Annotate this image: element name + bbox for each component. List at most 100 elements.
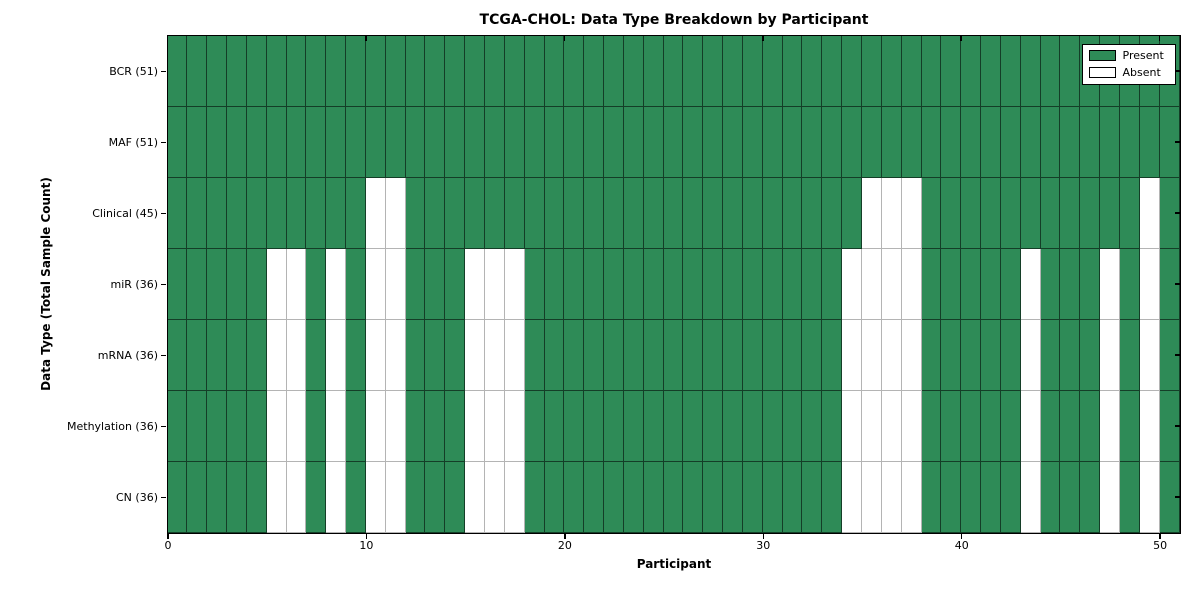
heatmap-cell [1080, 177, 1101, 249]
heatmap-cell [524, 177, 545, 249]
heatmap-cell [862, 390, 882, 462]
heatmap-cell [1040, 35, 1061, 107]
heatmap-cell [663, 248, 684, 320]
heatmap-cell [465, 177, 485, 249]
heatmap-cell [346, 390, 366, 462]
heatmap-cell [306, 390, 327, 462]
heatmap-cell [1139, 177, 1160, 249]
heatmap-cell [306, 319, 327, 391]
heatmap-cell [842, 390, 862, 462]
heatmap-cell [762, 461, 783, 533]
heatmap-cell [1139, 106, 1160, 178]
heatmap-cell [842, 319, 862, 391]
y-tick-label: mRNA (36) [97, 348, 158, 362]
heatmap-cell [921, 390, 942, 462]
heatmap-cell [524, 461, 545, 533]
heatmap-cell [981, 461, 1001, 533]
heatmap-cell [663, 390, 684, 462]
y-tick-mark-right [1174, 354, 1180, 356]
heatmap-cell [524, 106, 545, 178]
y-tick-mark [161, 283, 166, 286]
heatmap-cell [544, 248, 565, 320]
heatmap-cell [465, 35, 485, 107]
heatmap-cell [1100, 319, 1120, 391]
heatmap-cell [564, 461, 585, 533]
y-tick-mark [161, 212, 166, 215]
heatmap-cell [584, 319, 605, 391]
heatmap-cell [604, 390, 624, 462]
heatmap-cell [623, 248, 644, 320]
heatmap-cell [842, 461, 862, 533]
heatmap-cell [881, 177, 902, 249]
heatmap-cell [623, 319, 644, 391]
x-tick-label: 50 [1153, 539, 1168, 552]
y-tick-mark-right [1174, 283, 1180, 285]
heatmap-cell [564, 319, 585, 391]
y-tick-mark [161, 425, 166, 428]
heatmap-cell [981, 177, 1001, 249]
heatmap-cell [604, 35, 624, 107]
heatmap-cell [901, 106, 922, 178]
heatmap-cell [683, 106, 704, 178]
heatmap-cell [425, 248, 446, 320]
heatmap-cell [167, 390, 188, 462]
heatmap-cell [246, 319, 267, 391]
heatmap-cell [286, 390, 307, 462]
heatmap-cell [405, 106, 426, 178]
heatmap-cell [465, 248, 485, 320]
heatmap-cell [167, 319, 188, 391]
heatmap-cell [405, 390, 426, 462]
heatmap-cell [187, 390, 208, 462]
heatmap-cell [881, 319, 902, 391]
heatmap-cell [901, 248, 922, 320]
y-tick-mark-right [1174, 425, 1180, 427]
heatmap-cell [504, 106, 525, 178]
heatmap-cell [365, 177, 386, 249]
heatmap-cell [445, 390, 466, 462]
heatmap-cell [286, 248, 307, 320]
y-tick-label: Clinical (45) [92, 206, 158, 220]
heatmap-cell [782, 177, 803, 249]
heatmap-cell [286, 177, 307, 249]
heatmap-cell [365, 106, 386, 178]
heatmap-cell [822, 177, 843, 249]
chart-title: TCGA-CHOL: Data Type Breakdown by Partic… [479, 12, 869, 28]
heatmap-cell [524, 248, 545, 320]
heatmap-cell [1100, 461, 1120, 533]
y-tick-mark [161, 141, 166, 144]
heatmap-cell [484, 461, 505, 533]
heatmap-cell [703, 35, 724, 107]
x-tick-mark [365, 534, 368, 539]
heatmap-cell [365, 319, 386, 391]
heatmap-cell [961, 177, 982, 249]
heatmap-cell [484, 248, 505, 320]
heatmap-cell [326, 248, 347, 320]
heatmap-cell [326, 461, 347, 533]
heatmap-cell [604, 248, 624, 320]
heatmap-cell [405, 248, 426, 320]
heatmap-cell [822, 319, 843, 391]
heatmap-cell [1000, 390, 1021, 462]
heatmap-cell [782, 106, 803, 178]
heatmap-cell [266, 177, 287, 249]
x-tick-mark-top [563, 35, 566, 41]
heatmap-cell [207, 35, 228, 107]
heatmap-cell [425, 35, 446, 107]
heatmap-cell [1100, 248, 1120, 320]
heatmap-cell [961, 35, 982, 107]
heatmap-cell [405, 461, 426, 533]
legend-present-label: Present [1122, 48, 1164, 62]
heatmap-cell [564, 35, 585, 107]
heatmap-cell [1020, 35, 1041, 107]
heatmap-cell [941, 177, 962, 249]
heatmap-cell [881, 248, 902, 320]
heatmap-cell [266, 35, 287, 107]
heatmap-cell [544, 319, 565, 391]
heatmap-cell [782, 248, 803, 320]
heatmap-cell [484, 106, 505, 178]
heatmap-cell [862, 35, 882, 107]
heatmap-cell [901, 35, 922, 107]
heatmap-cell [465, 390, 485, 462]
heatmap-cell [227, 106, 247, 178]
heatmap-cell [1060, 106, 1081, 178]
